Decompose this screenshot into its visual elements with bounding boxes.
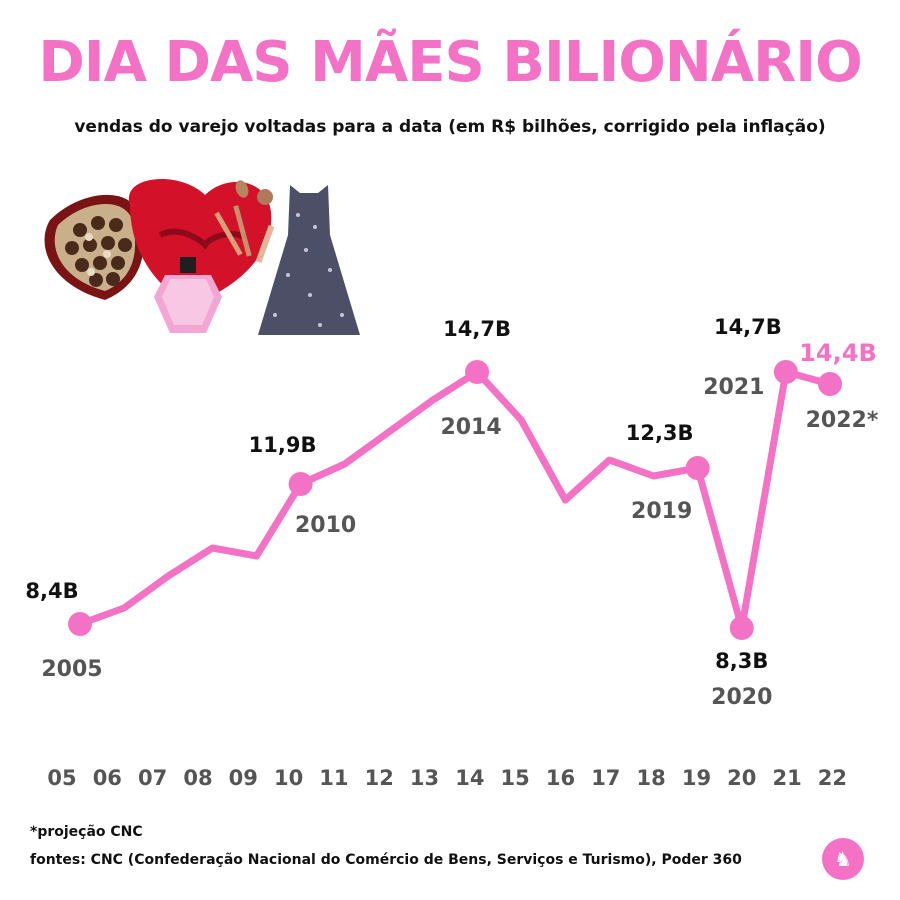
highlight-marker	[818, 372, 842, 396]
sources-text: fontes: CNC (Confederação Nacional do Co…	[30, 852, 742, 868]
x-tick-label: 10	[274, 766, 303, 790]
dress-icon	[258, 185, 360, 335]
page-title: DIA DAS MÃES BILIONÁRIO	[38, 30, 862, 95]
year-label: 2014	[440, 415, 501, 440]
unicorn-logo-icon: ♞	[822, 838, 864, 880]
x-tick-label: 08	[183, 766, 212, 790]
value-label: 8,4B	[25, 579, 78, 603]
x-tick-label: 16	[546, 766, 575, 790]
x-tick-label: 13	[410, 766, 439, 790]
data-point	[253, 553, 260, 559]
value-label: 14,7B	[714, 315, 782, 339]
value-label: 14,4B	[799, 339, 877, 367]
x-tick-label: 22	[818, 766, 847, 790]
series-line	[76, 368, 834, 632]
x-tick-label: 19	[682, 766, 711, 790]
x-tick-label: 06	[93, 766, 122, 790]
highlight-marker	[773, 360, 798, 384]
x-tick-label: 14	[455, 766, 484, 790]
data-point	[518, 417, 525, 423]
x-tick-label: 15	[501, 766, 530, 790]
year-label: 2022*	[806, 408, 879, 433]
gift-illustration	[44, 178, 360, 335]
year-label: 2021	[703, 375, 764, 400]
x-tick-label: 12	[365, 766, 394, 790]
x-tick-label: 18	[637, 766, 666, 790]
highlight-marker	[685, 456, 710, 480]
highlight-marker	[68, 612, 92, 636]
value-label: 14,7B	[443, 317, 511, 341]
highlight-marker	[288, 472, 313, 496]
x-tick-label: 20	[727, 766, 756, 790]
highlight-marker	[729, 616, 754, 640]
data-point	[165, 573, 172, 579]
x-tick-label: 21	[772, 766, 801, 790]
x-tick-label: 05	[47, 766, 76, 790]
data-point	[385, 429, 392, 435]
perfume-bottle-icon	[154, 257, 222, 333]
year-label: 2019	[631, 499, 692, 524]
data-point	[429, 397, 436, 403]
x-tick-label: 11	[319, 766, 348, 790]
x-tick-label: 07	[138, 766, 167, 790]
value-label: 8,3B	[715, 649, 768, 673]
x-tick-label: 17	[591, 766, 620, 790]
data-point	[606, 457, 613, 463]
year-label: 2010	[295, 513, 356, 538]
year-label: 2020	[711, 685, 772, 710]
year-label: 2005	[41, 657, 102, 682]
x-tick-label: 09	[229, 766, 258, 790]
footnote: *projeção CNC	[30, 824, 143, 840]
highlight-marker	[465, 360, 490, 384]
value-label: 12,3B	[626, 421, 694, 445]
makeup-brushes-icon	[214, 180, 275, 263]
data-point	[650, 473, 657, 479]
data-point	[562, 497, 569, 503]
value-label: 11,9B	[249, 433, 317, 457]
page-subtitle: vendas do varejo voltadas para a data (e…	[74, 117, 826, 137]
data-point	[209, 545, 216, 551]
data-point	[121, 605, 128, 611]
data-point	[341, 461, 348, 467]
